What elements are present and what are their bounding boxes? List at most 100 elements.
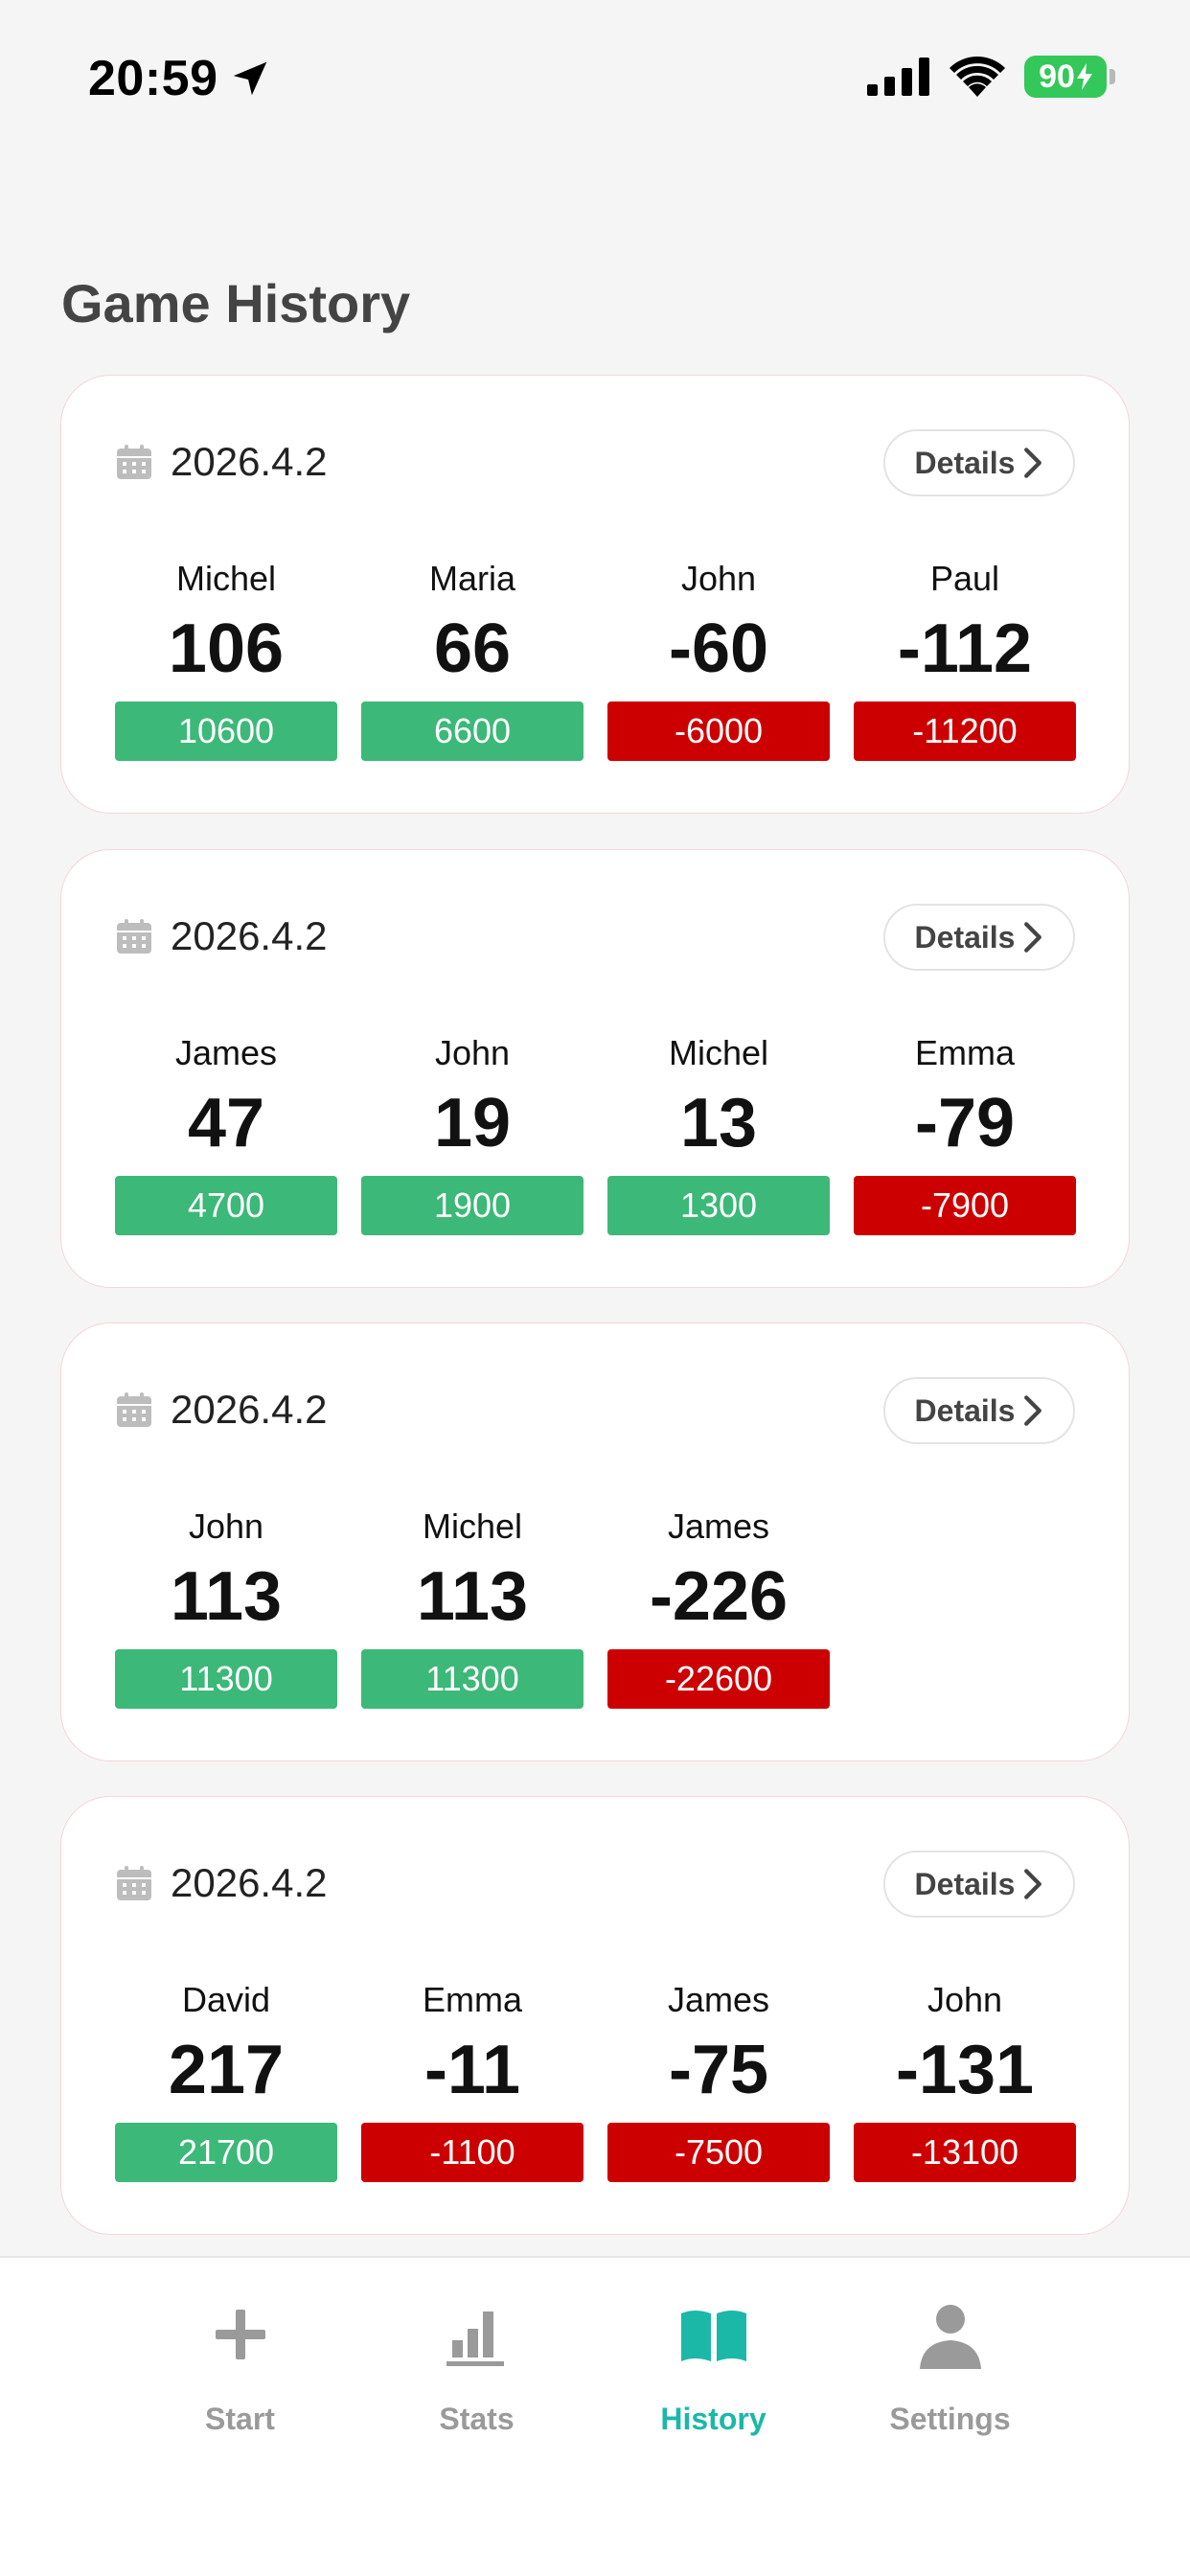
plus-icon: [215, 2310, 265, 2359]
bar-chart-icon: [446, 2312, 504, 2366]
page-title: Game History: [61, 273, 411, 334]
status-time: 20:59: [88, 51, 218, 106]
book-icon: [680, 2311, 746, 2361]
player-name: Michel: [668, 1033, 769, 1072]
player-name: Michel: [175, 559, 277, 598]
player-amount: -7500: [607, 2123, 830, 2182]
player-score: 13: [679, 1085, 758, 1162]
game-date-text: 2026.4.2: [171, 913, 328, 958]
details-button[interactable]: Details: [883, 904, 1075, 971]
chevron-right-icon: [1024, 922, 1042, 953]
player-score: -112: [897, 610, 1033, 687]
status-indicators: 90: [867, 56, 1115, 98]
player-result: James -75 -7500: [607, 1977, 830, 2182]
tab-label: Stats: [439, 2402, 515, 2436]
person-icon: [919, 2305, 981, 2369]
game-date-text: 2026.4.2: [171, 1860, 328, 1905]
battery-level: 90: [1039, 58, 1075, 95]
player-result: Emma -11 -1100: [361, 1977, 584, 2182]
player-amount: -13100: [854, 2123, 1076, 2182]
player-score: 113: [416, 1558, 529, 1635]
game-card: 2026.4.2 Details David 217 21700 Emma -1…: [60, 1796, 1130, 2235]
player-score: -11: [423, 2032, 521, 2108]
player-result: Michel 113 11300: [361, 1504, 584, 1709]
player-name: James: [174, 1033, 278, 1072]
player-result: John -60 -6000: [607, 556, 830, 761]
player-amount: -6000: [607, 702, 830, 761]
player-score: 217: [168, 2032, 285, 2108]
chevron-right-icon: [1024, 1869, 1042, 1899]
cellular-signal-icon: [867, 58, 929, 96]
player-results: Michel 106 10600 Maria 66 6600 John -60 …: [115, 556, 1076, 761]
player-result: James -226 -22600: [607, 1504, 830, 1709]
details-label: Details: [914, 1392, 1016, 1428]
battery-indicator: 90: [1024, 56, 1115, 98]
player-name: John: [188, 1506, 264, 1546]
player-result: David 217 21700: [115, 1977, 337, 2182]
player-result: Michel 13 1300: [607, 1030, 830, 1235]
tabs: Start Stats History: [0, 2296, 1190, 2437]
player-results: David 217 21700 Emma -11 -1100 James -75…: [115, 1977, 1076, 2182]
player-amount: -11200: [854, 702, 1076, 761]
player-score: -75: [668, 2032, 769, 2108]
details-button[interactable]: Details: [883, 1851, 1075, 1918]
player-amount: -1100: [361, 2123, 584, 2182]
player-result: James 47 4700: [115, 1030, 337, 1235]
player-amount: 4700: [115, 1176, 337, 1235]
player-amount: 10600: [115, 702, 337, 761]
location-arrow-icon: [233, 61, 266, 96]
player-score: -79: [914, 1085, 1016, 1162]
game-date: 2026.4.2: [115, 1387, 328, 1433]
game-card: 2026.4.2 Details John 113 11300 Michel 1…: [60, 1322, 1130, 1761]
player-score: 66: [433, 610, 512, 687]
game-date: 2026.4.2: [115, 913, 328, 959]
tab-settings[interactable]: Settings: [832, 2296, 1068, 2437]
player-score: 19: [433, 1085, 512, 1162]
tab-history[interactable]: History: [595, 2296, 832, 2437]
status-time-group: 20:59: [88, 50, 272, 107]
player-amount: 11300: [361, 1649, 584, 1709]
player-score: 113: [170, 1558, 283, 1635]
player-result: John 113 11300: [115, 1504, 337, 1709]
player-result: Emma -79 -7900: [854, 1030, 1076, 1235]
chevron-right-icon: [1024, 1395, 1042, 1426]
player-result: Michel 106 10600: [115, 556, 337, 761]
player-score: -131: [895, 2032, 1035, 2108]
player-name: John: [434, 1033, 511, 1072]
game-card: 2026.4.2 Details James 47 4700 John 19 1…: [60, 849, 1130, 1288]
player-name: James: [667, 1506, 770, 1546]
game-card: 2026.4.2 Details Michel 106 10600 Maria …: [60, 375, 1130, 814]
player-results: John 113 11300 Michel 113 11300 James -2…: [115, 1504, 830, 1709]
tab-label: History: [660, 2402, 767, 2436]
tab-start[interactable]: Start: [122, 2296, 358, 2437]
player-amount: 6600: [361, 702, 584, 761]
calendar-icon: [117, 919, 151, 954]
player-name: James: [667, 1980, 770, 2019]
details-label: Details: [914, 1866, 1016, 1901]
player-amount: -7900: [854, 1176, 1076, 1235]
player-name: Emma: [914, 1033, 1015, 1072]
wifi-icon: [950, 57, 1005, 97]
player-result: Paul -112 -11200: [854, 556, 1076, 761]
calendar-icon: [117, 1866, 151, 1900]
status-bar: 20:59 90: [0, 0, 1190, 163]
player-amount: 11300: [115, 1649, 337, 1709]
details-button[interactable]: Details: [883, 429, 1075, 496]
game-date: 2026.4.2: [115, 439, 328, 485]
tab-bar: Start Stats History: [0, 2256, 1190, 2576]
chevron-right-icon: [1024, 448, 1042, 478]
player-score: -226: [649, 1558, 789, 1635]
battery-cap: [1110, 69, 1115, 84]
details-button[interactable]: Details: [883, 1377, 1075, 1444]
game-date-text: 2026.4.2: [171, 1387, 328, 1432]
tab-stats[interactable]: Stats: [358, 2296, 595, 2437]
player-name: David: [181, 1980, 271, 2019]
charging-bolt-icon: [1076, 63, 1092, 90]
tab-label: Start: [205, 2402, 275, 2436]
player-name: John: [927, 1980, 1003, 2019]
player-amount: 1900: [361, 1176, 584, 1235]
game-date: 2026.4.2: [115, 1860, 328, 1906]
player-name: Paul: [929, 559, 1000, 598]
player-score: -60: [668, 610, 769, 687]
